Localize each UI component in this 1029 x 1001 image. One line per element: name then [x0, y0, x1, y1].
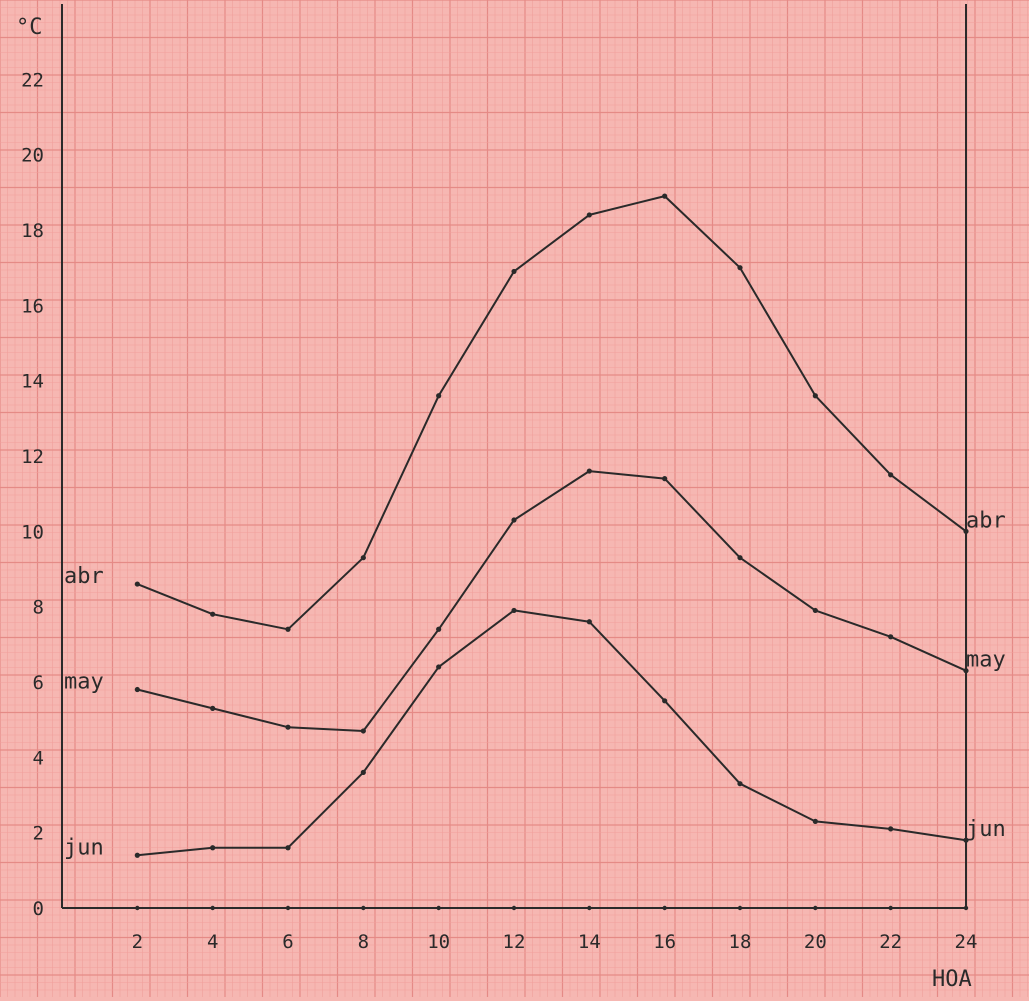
- data-point-may: [586, 468, 592, 474]
- x-tick-label: 20: [804, 931, 827, 953]
- data-point-abr: [285, 626, 291, 632]
- y-tick-label: 10: [21, 521, 44, 543]
- data-point-jun: [134, 852, 140, 858]
- data-point-jun: [963, 837, 969, 843]
- series-label-right-abr: abr: [966, 508, 1006, 533]
- data-point-may: [737, 555, 743, 561]
- x-tick-mark: [662, 905, 667, 911]
- data-point-abr: [586, 212, 592, 218]
- data-point-jun: [360, 769, 366, 776]
- x-tick-label: 2: [132, 931, 143, 953]
- series-label-left-abr: abr: [64, 564, 104, 589]
- data-point-may: [210, 705, 216, 711]
- x-tick-label: 4: [207, 931, 218, 953]
- x-tick-mark: [135, 905, 140, 911]
- y-tick-label: 12: [21, 446, 44, 468]
- y-tick-label: 4: [33, 747, 44, 769]
- x-tick-mark: [210, 905, 215, 911]
- series-line-jun: [137, 609, 967, 857]
- x-tick-mark: [285, 905, 291, 911]
- y-tick-label: 0: [33, 898, 44, 920]
- x-tick-label: 22: [879, 931, 902, 953]
- x-tick-label: 6: [282, 931, 293, 953]
- data-point-jun: [511, 607, 517, 614]
- data-point-abr: [210, 611, 216, 617]
- series-label-right-may: may: [966, 648, 1006, 673]
- y-tick-label: 20: [21, 145, 44, 167]
- data-point-may: [888, 634, 894, 640]
- x-tick-mark: [888, 905, 893, 911]
- data-point-abr: [134, 581, 140, 587]
- series-labels: abr abr may may jun jun: [64, 508, 1006, 860]
- x-tick-label: 16: [653, 931, 676, 953]
- data-point-abr: [812, 393, 818, 399]
- x-tick-mark: [587, 905, 592, 911]
- data-point-abr: [360, 555, 366, 561]
- data-point-abr: [737, 265, 743, 271]
- data-point-may: [511, 517, 517, 523]
- y-tick-label: 18: [21, 220, 44, 242]
- y-tick-label: 16: [21, 295, 44, 317]
- data-point-may: [360, 728, 366, 734]
- data-point-jun: [285, 845, 291, 851]
- data-point-abr: [888, 472, 894, 478]
- data-point-may: [436, 626, 442, 632]
- data-point-abr: [436, 393, 442, 399]
- data-point-may: [134, 686, 140, 693]
- y-tick-label: 22: [21, 69, 44, 91]
- series-label-left-may: may: [64, 670, 104, 695]
- x-tick-label: 18: [729, 931, 752, 953]
- data-point-jun: [210, 845, 216, 851]
- y-unit-label: °C: [16, 15, 43, 40]
- x-tick-label: 12: [503, 931, 526, 953]
- data-point-abr: [511, 268, 517, 275]
- x-tick-label: 14: [578, 931, 601, 953]
- series-lines: [134, 193, 969, 858]
- y-tick-label: 8: [33, 597, 44, 619]
- series-line-may: [137, 470, 967, 732]
- data-point-may: [963, 668, 969, 674]
- y-tick-label: 6: [33, 672, 44, 694]
- data-point-abr: [662, 193, 668, 199]
- series-line-abr: [136, 195, 967, 631]
- x-tick-label: 10: [427, 931, 450, 953]
- data-point-abr: [963, 528, 969, 534]
- data-point-may: [812, 607, 818, 614]
- series-label-left-jun: jun: [64, 835, 104, 860]
- series-label-right-jun: jun: [966, 817, 1006, 842]
- y-tick-label: 2: [33, 823, 44, 845]
- y-tick-label: 14: [21, 371, 44, 393]
- data-point-jun: [436, 664, 442, 670]
- data-point-jun: [812, 818, 818, 824]
- x-tick-label: 8: [358, 931, 369, 953]
- data-point-jun: [586, 619, 592, 625]
- data-point-jun: [662, 698, 668, 704]
- x-axis-label: HOA: [932, 967, 972, 992]
- x-tick-mark: [737, 905, 743, 911]
- x-tick-mark: [813, 905, 818, 911]
- data-point-may: [285, 724, 291, 730]
- x-tick-mark: [511, 905, 517, 911]
- x-tick-label: 24: [955, 931, 978, 953]
- x-tick-mark: [361, 905, 366, 911]
- data-point-jun: [888, 826, 894, 832]
- x-tick-mark: [963, 905, 969, 911]
- data-point-may: [662, 476, 668, 482]
- x-tick-mark: [436, 905, 441, 911]
- data-point-jun: [737, 781, 743, 787]
